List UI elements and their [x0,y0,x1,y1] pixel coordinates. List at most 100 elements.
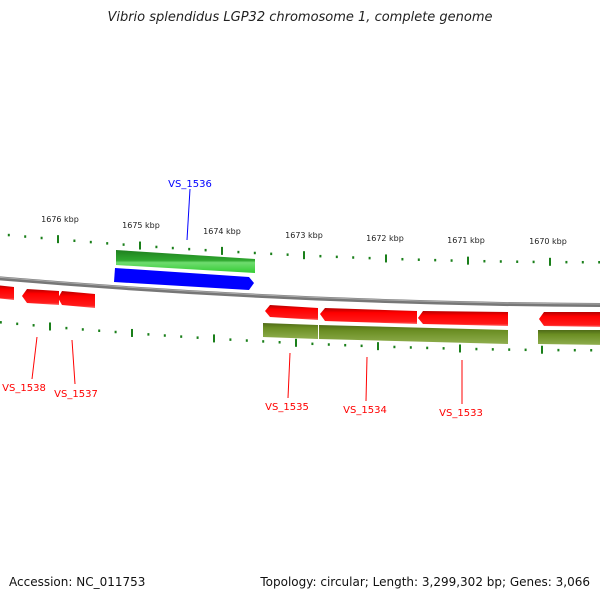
minor-tick [319,254,322,258]
minor-tick [270,252,273,256]
gene-label-vs1533[interactable]: VS_1533 [439,408,483,419]
minor-tick [89,240,92,244]
minor-tick [409,346,412,349]
minor-tick [516,260,519,263]
minor-tick [475,347,478,351]
minor-tick [565,260,568,264]
gene-label-vs1535[interactable]: VS_1535 [265,402,309,413]
minor-tick [253,251,256,255]
gene-bar-vs1536-green[interactable] [116,250,255,273]
minor-tick [483,259,486,263]
minor-tick [393,345,396,349]
minor-tick [524,348,527,352]
gene-arrow-vs1539[interactable] [0,285,14,300]
minor-tick [335,255,338,259]
gene-bar-vs1534-olive[interactable] [319,325,508,344]
minor-tick [450,259,453,262]
minor-tick [171,246,174,250]
gene-arrow-vs1532[interactable] [539,312,600,327]
gene-arrow-vs1533[interactable] [418,311,508,326]
minor-tick [508,348,511,351]
major-tick [295,338,297,347]
minor-tick [590,348,593,352]
minor-tick [237,250,240,254]
minor-tick [106,242,109,245]
minor-tick [360,344,363,348]
minor-tick [114,330,117,334]
leader-line-vs1538 [31,336,38,380]
major-tick [467,256,469,265]
minor-tick [598,260,600,264]
minor-tick [155,245,158,249]
minor-tick [581,260,584,264]
accession-text: Accession: NC_011753 [9,575,146,589]
minor-tick [7,233,10,237]
minor-tick [499,260,502,263]
minor-tick [163,334,166,337]
minor-tick [352,256,355,259]
minor-tick [196,336,199,339]
gene-arrow-vs1535[interactable] [265,305,318,320]
minor-tick [311,342,314,346]
gene-label-vs1536[interactable]: VS_1536 [168,179,212,190]
major-tick [139,241,141,250]
gene-arrow-vs1537[interactable] [58,291,95,308]
minor-tick [98,329,101,332]
major-tick [303,251,305,260]
major-tick [377,342,379,351]
gene-label-vs1538[interactable]: VS_1538 [2,383,46,394]
leader-line-vs1535 [287,352,291,399]
minor-tick [442,347,445,350]
minor-tick [344,343,347,347]
major-tick [213,334,215,343]
gene-label-vs1534[interactable]: VS_1534 [343,405,387,416]
genome-summary-text: Topology: circular; Length: 3,299,302 bp… [260,575,590,589]
leader-line-vs1534 [365,356,368,402]
minor-tick [147,333,150,336]
gene-label-vs1537[interactable]: VS_1537 [54,389,98,400]
minor-tick [557,348,560,352]
major-tick [459,344,461,353]
gene-arrow-vs1536[interactable] [114,268,254,290]
lower-tick-track [0,321,593,354]
minor-tick [40,236,43,240]
map-title: Vibrio splendidus LGP32 chromosome 1, co… [107,10,493,25]
kbp-label: 1673 kbp [285,231,323,240]
minor-tick [417,258,420,261]
minor-tick [286,253,289,256]
minor-tick [24,235,27,238]
gene-arrow-vs1538[interactable] [22,289,59,305]
kbp-label: 1676 kbp [41,215,79,224]
major-tick [57,235,59,244]
kbp-label: 1672 kbp [366,234,404,243]
minor-tick [188,247,191,251]
major-tick [49,322,51,331]
minor-tick [532,260,535,264]
leader-line-vs1536 [186,188,191,241]
major-tick [385,254,387,263]
leader-line-vs1537 [71,339,76,385]
minor-tick [327,343,330,346]
minor-tick [434,258,437,262]
minor-tick [204,248,207,252]
gene-arrow-vs1534[interactable] [320,308,417,324]
chromosome-backbone [0,276,600,307]
minor-tick [32,324,35,327]
minor-tick [401,257,404,261]
minor-tick [368,256,371,260]
major-tick [549,257,551,266]
minor-tick [278,341,281,344]
gene-bar-vs1532-olive[interactable] [538,330,600,345]
minor-tick [0,321,2,324]
gene-bar-vs1535-olive[interactable] [263,323,318,339]
minor-tick [245,339,248,342]
minor-tick [65,326,68,330]
minor-tick [122,243,125,246]
kbp-label: 1670 kbp [529,237,567,246]
minor-tick [81,328,84,331]
major-tick [541,345,543,354]
minor-tick [426,346,429,350]
major-tick [131,328,133,337]
minor-tick [491,348,494,351]
